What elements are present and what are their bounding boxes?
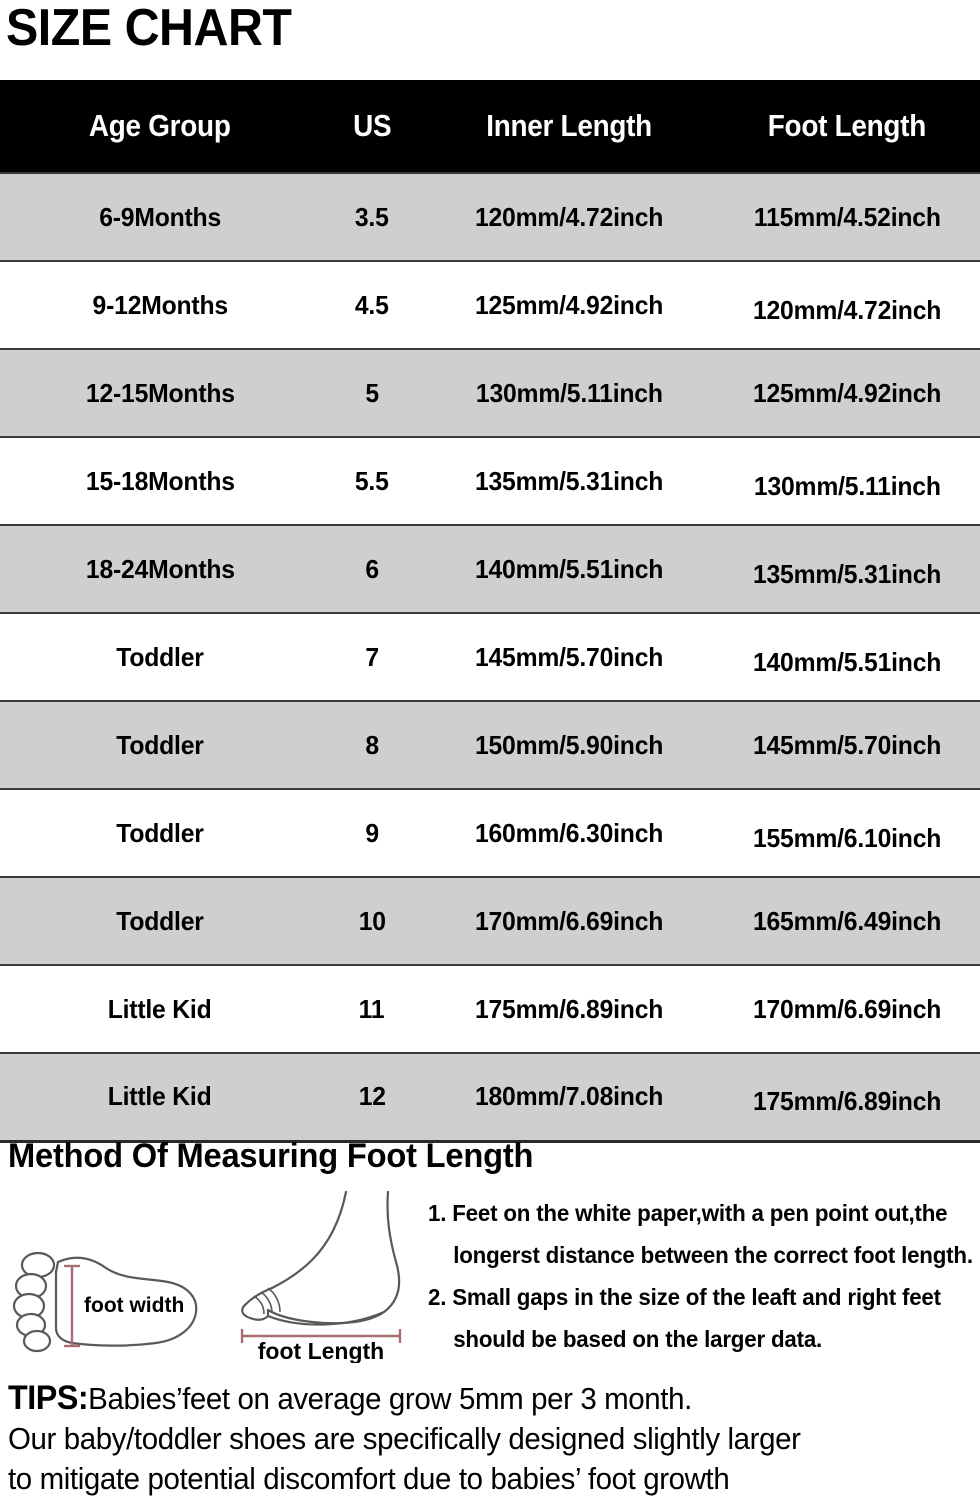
cell-age-group: Toddler — [0, 700, 320, 790]
table-row: Toddler 8 150mm/5.90inch 145mm/5.70inch — [0, 700, 980, 790]
table-header: Age Group US Inner Length Foot Length — [0, 80, 980, 173]
cell-age-group: 12-15Months — [0, 348, 320, 438]
foot-width-arrow-icon — [64, 1264, 80, 1348]
cell-age-group: Little Kid — [0, 1052, 320, 1143]
cell-inner-length: 140mm/5.51inch — [424, 524, 714, 614]
cell-foot-length: 155mm/6.10inch — [714, 788, 980, 878]
cell-inner-length: 125mm/4.92inch — [424, 260, 714, 350]
cell-foot-length: 130mm/5.11inch — [714, 436, 980, 526]
cell-us: 7 — [320, 612, 424, 702]
table-row: 12-15Months 5 130mm/5.11inch 125mm/4.92i… — [0, 348, 980, 438]
cell-inner-length: 135mm/5.31inch — [424, 436, 714, 526]
measuring-step-1-line-2: longerst distance between the correct fo… — [453, 1242, 973, 1268]
cell-age-group: Little Kid — [0, 964, 320, 1054]
cell-us: 8 — [320, 700, 424, 790]
tips-line-1-text: Babies’feet on average grow 5mm per 3 mo… — [88, 1381, 692, 1416]
cell-us: 6 — [320, 524, 424, 614]
table-row: Toddler 10 170mm/6.69inch 165mm/6.49inch — [0, 876, 980, 966]
cell-age-group: 18-24Months — [0, 524, 320, 614]
measuring-steps: 1. Feet on the white paper,with a pen po… — [428, 1192, 980, 1360]
measuring-step-2-line-2: should be based on the larger data. — [453, 1326, 823, 1352]
foot-length-label: foot Length — [258, 1338, 384, 1363]
cell-foot-length: 135mm/5.31inch — [714, 524, 980, 614]
cell-age-group: Toddler — [0, 788, 320, 878]
cell-us: 9 — [320, 788, 424, 878]
column-header-inner-length: Inner Length — [424, 80, 714, 173]
cell-foot-length: 175mm/6.89inch — [714, 1052, 980, 1143]
foot-width-diagram: foot width — [6, 1248, 216, 1363]
cell-inner-length: 170mm/6.69inch — [424, 876, 714, 966]
table-row: 18-24Months 6 140mm/5.51inch 135mm/5.31i… — [0, 524, 980, 614]
measuring-step-2-line-1: 2. Small gaps in the size of the leaft a… — [428, 1284, 941, 1310]
cell-inner-length: 180mm/7.08inch — [424, 1052, 714, 1143]
table-header-row: Age Group US Inner Length Foot Length — [0, 80, 980, 173]
table-row: 15-18Months 5.5 135mm/5.31inch 130mm/5.1… — [0, 436, 980, 526]
cell-inner-length: 150mm/5.90inch — [424, 700, 714, 790]
cell-foot-length: 115mm/4.52inch — [714, 172, 980, 262]
cell-us: 5 — [320, 348, 424, 438]
column-header-us: US — [320, 80, 424, 173]
tips-line-3: to mitigate potential discomfort due to … — [8, 1461, 730, 1496]
cell-inner-length: 120mm/4.72inch — [424, 172, 714, 262]
table-row: 6-9Months 3.5 120mm/4.72inch 115mm/4.52i… — [0, 172, 980, 262]
cell-foot-length: 165mm/6.49inch — [714, 876, 980, 966]
cell-foot-length: 125mm/4.92inch — [714, 348, 980, 438]
size-chart-table: Age Group US Inner Length Foot Length 6-… — [0, 80, 980, 1143]
method-heading: Method Of Measuring Foot Length — [8, 1137, 534, 1175]
cell-inner-length: 145mm/5.70inch — [424, 612, 714, 702]
tips-block: TIPS:Babies’feet on average grow 5mm per… — [8, 1378, 973, 1499]
cell-inner-length: 160mm/6.30inch — [424, 788, 714, 878]
cell-inner-length: 175mm/6.89inch — [424, 964, 714, 1054]
column-header-foot-length: Foot Length — [714, 80, 980, 173]
cell-us: 4.5 — [320, 260, 424, 350]
tips-line-1: TIPS:Babies’feet on average grow 5mm per… — [8, 1378, 925, 1419]
table-row: Little Kid 12 180mm/7.08inch 175mm/6.89i… — [0, 1052, 980, 1143]
cell-us: 11 — [320, 964, 424, 1054]
cell-age-group: Toddler — [0, 876, 320, 966]
tips-line-2: Our baby/toddler shoes are specifically … — [8, 1421, 801, 1456]
cell-foot-length: 120mm/4.72inch — [714, 260, 980, 350]
table-row: Toddler 9 160mm/6.30inch 155mm/6.10inch — [0, 788, 980, 878]
column-header-age-group: Age Group — [0, 80, 320, 173]
cell-foot-length: 140mm/5.51inch — [714, 612, 980, 702]
cell-inner-length: 130mm/5.11inch — [424, 348, 714, 438]
table-row: 9-12Months 4.5 125mm/4.92inch 120mm/4.72… — [0, 260, 980, 350]
cell-us: 5.5 — [320, 436, 424, 526]
cell-us: 3.5 — [320, 172, 424, 262]
table-row: Toddler 7 145mm/5.70inch 140mm/5.51inch — [0, 612, 980, 702]
foot-length-arrow-icon — [240, 1329, 402, 1343]
measuring-step-1-line-1: 1. Feet on the white paper,with a pen po… — [428, 1200, 948, 1226]
table-body: 6-9Months 3.5 120mm/4.72inch 115mm/4.52i… — [0, 172, 980, 1143]
cell-foot-length: 145mm/5.70inch — [714, 700, 980, 790]
cell-age-group: 6-9Months — [0, 172, 320, 262]
cell-foot-length: 170mm/6.69inch — [714, 964, 980, 1054]
cell-age-group: 15-18Months — [0, 436, 320, 526]
footprint-top-view-icon: foot width — [12, 1251, 198, 1353]
cell-age-group: 9-12Months — [0, 260, 320, 350]
cell-us: 12 — [320, 1052, 424, 1143]
cell-age-group: Toddler — [0, 612, 320, 702]
foot-length-diagram: foot Length — [228, 1188, 418, 1368]
foot-side-view-icon: foot Length — [240, 1190, 402, 1364]
cell-us: 10 — [320, 876, 424, 966]
tips-label: TIPS: — [8, 1379, 89, 1417]
page-title: SIZE CHART — [6, 0, 292, 57]
foot-width-label: foot width — [84, 1294, 184, 1317]
table-row: Little Kid 11 175mm/6.89inch 170mm/6.69i… — [0, 964, 980, 1054]
